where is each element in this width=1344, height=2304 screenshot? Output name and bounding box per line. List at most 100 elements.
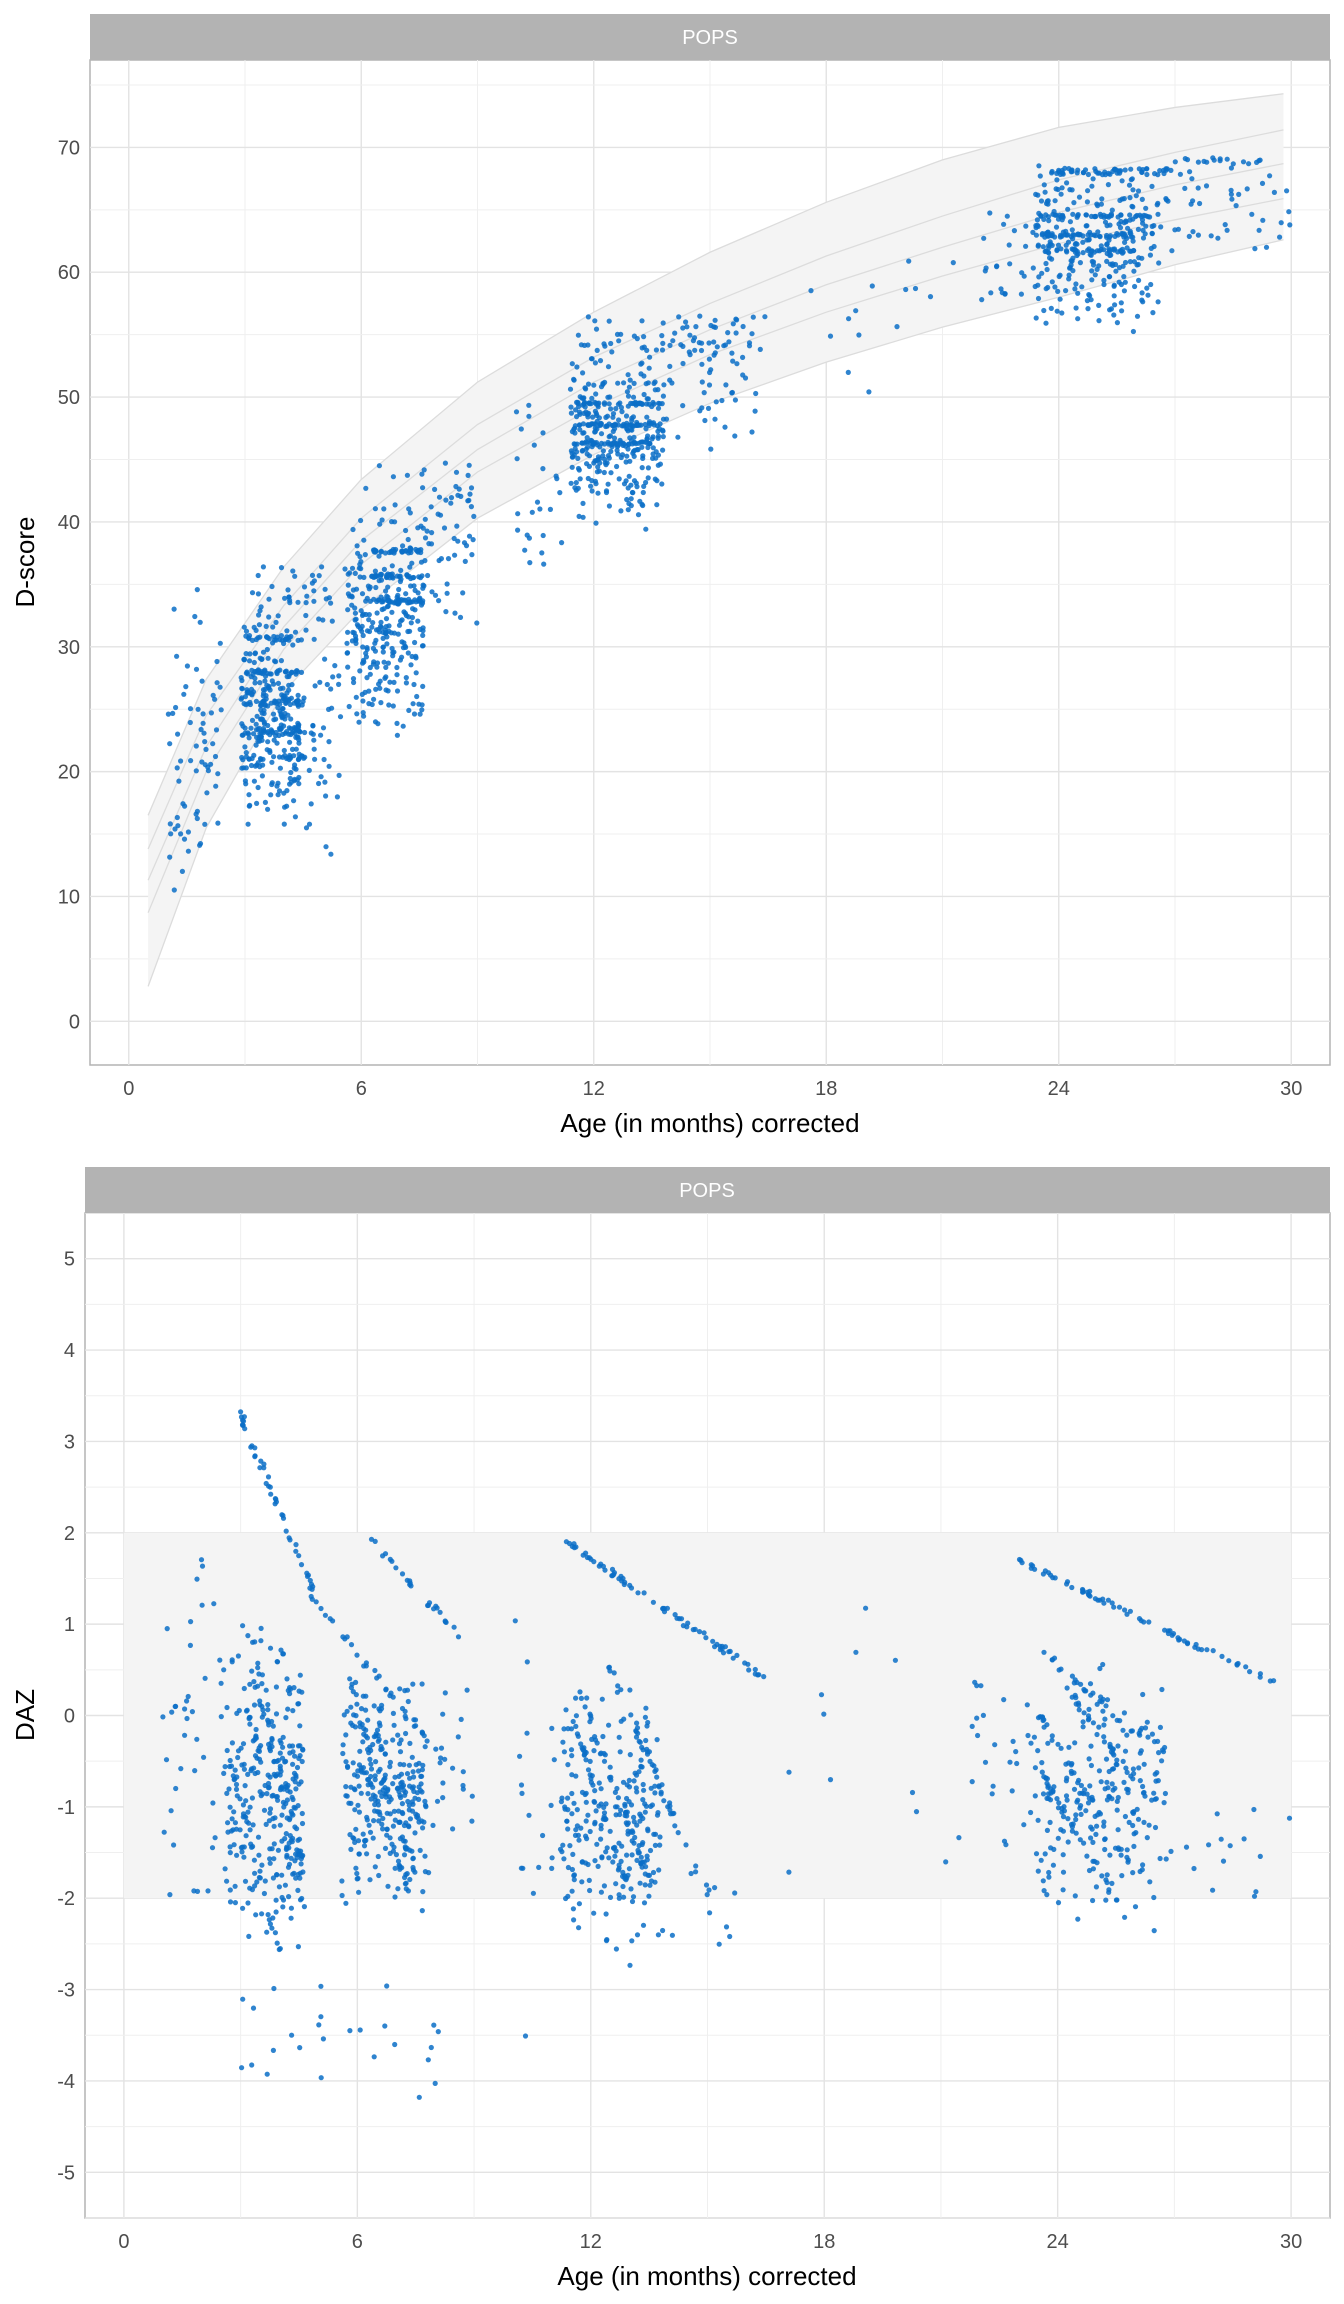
data-point	[253, 721, 259, 727]
data-point	[273, 1711, 280, 1717]
data-point	[657, 421, 663, 427]
data-point	[218, 1680, 224, 1686]
data-point	[387, 1764, 393, 1770]
data-point	[670, 338, 676, 344]
data-point	[271, 633, 277, 640]
data-point	[659, 347, 666, 353]
data-point	[651, 1831, 657, 1837]
data-point	[621, 1894, 627, 1900]
data-point	[642, 421, 648, 428]
data-point	[1143, 223, 1149, 229]
data-point	[288, 769, 294, 776]
data-point	[1125, 1790, 1131, 1796]
data-point	[1134, 1806, 1140, 1812]
data-point	[239, 765, 245, 771]
data-point	[361, 1843, 368, 1849]
data-point	[281, 821, 287, 827]
data-point	[293, 1875, 299, 1881]
data-point	[249, 590, 256, 596]
data-point	[341, 1712, 347, 1718]
data-point	[197, 842, 203, 848]
data-point	[281, 747, 287, 754]
data-point	[703, 1882, 710, 1888]
data-point	[1210, 155, 1216, 161]
data-point	[1257, 157, 1263, 163]
data-point	[1260, 217, 1266, 223]
data-point	[382, 2023, 388, 2029]
data-point	[1054, 1796, 1060, 1802]
data-point	[631, 1814, 637, 1820]
data-point	[1041, 1888, 1047, 1894]
data-point	[366, 612, 372, 618]
data-point	[360, 644, 366, 650]
data-point	[455, 538, 461, 544]
data-point	[256, 622, 262, 628]
data-point	[1014, 1760, 1020, 1767]
data-point	[591, 1910, 597, 1916]
data-point	[575, 455, 581, 461]
data-point	[239, 677, 245, 684]
data-point	[320, 617, 326, 623]
data-point	[1035, 1817, 1041, 1823]
data-point	[455, 1734, 461, 1740]
data-point	[1160, 167, 1167, 173]
data-point	[202, 821, 208, 827]
data-point	[292, 776, 298, 783]
data-point	[579, 1745, 585, 1751]
data-point	[422, 1802, 429, 1808]
data-point	[360, 1831, 366, 1837]
data-point	[1086, 236, 1092, 243]
data-point	[280, 685, 286, 691]
data-point	[584, 439, 590, 445]
data-point	[372, 1797, 378, 1803]
data-point	[229, 1816, 235, 1822]
data-point	[587, 1772, 593, 1778]
data-point	[288, 1915, 294, 1921]
data-point	[288, 779, 294, 785]
data-point	[194, 1576, 200, 1582]
data-point	[1050, 1862, 1056, 1868]
data-point	[444, 581, 450, 587]
data-point	[290, 1708, 296, 1714]
data-point	[351, 679, 357, 686]
data-point	[1045, 249, 1051, 255]
data-point	[285, 712, 291, 718]
data-point	[376, 629, 382, 635]
data-point	[1099, 172, 1106, 178]
data-point	[377, 521, 383, 527]
data-point	[1044, 1722, 1050, 1728]
data-point	[1142, 1793, 1148, 1799]
data-point	[610, 422, 616, 428]
data-point	[1144, 1719, 1150, 1725]
data-point	[598, 422, 604, 428]
data-point	[645, 465, 652, 471]
data-point	[355, 1802, 361, 1808]
data-point	[1103, 1897, 1109, 1903]
data-point	[1123, 1765, 1129, 1771]
data-point	[431, 2022, 437, 2028]
data-point	[1186, 233, 1192, 239]
data-point	[249, 1766, 255, 1772]
y-tick-label: 2	[64, 1523, 75, 1545]
data-point	[1033, 232, 1039, 238]
data-point	[1130, 1766, 1136, 1772]
data-point	[271, 754, 277, 760]
data-point	[448, 495, 455, 501]
data-point	[274, 1794, 280, 1800]
data-point	[627, 377, 633, 383]
data-point	[568, 410, 575, 416]
data-point	[631, 1778, 637, 1784]
data-point	[298, 1861, 304, 1867]
data-point	[609, 1566, 616, 1572]
data-point	[240, 1811, 247, 1817]
data-point	[1009, 1788, 1015, 1794]
data-point	[255, 591, 261, 597]
data-point	[308, 801, 314, 807]
data-point	[284, 1797, 290, 1803]
data-point	[1063, 1793, 1070, 1799]
data-point	[1244, 186, 1250, 192]
data-point	[1119, 1873, 1125, 1879]
data-point	[372, 1777, 378, 1783]
data-point	[634, 1932, 641, 1938]
